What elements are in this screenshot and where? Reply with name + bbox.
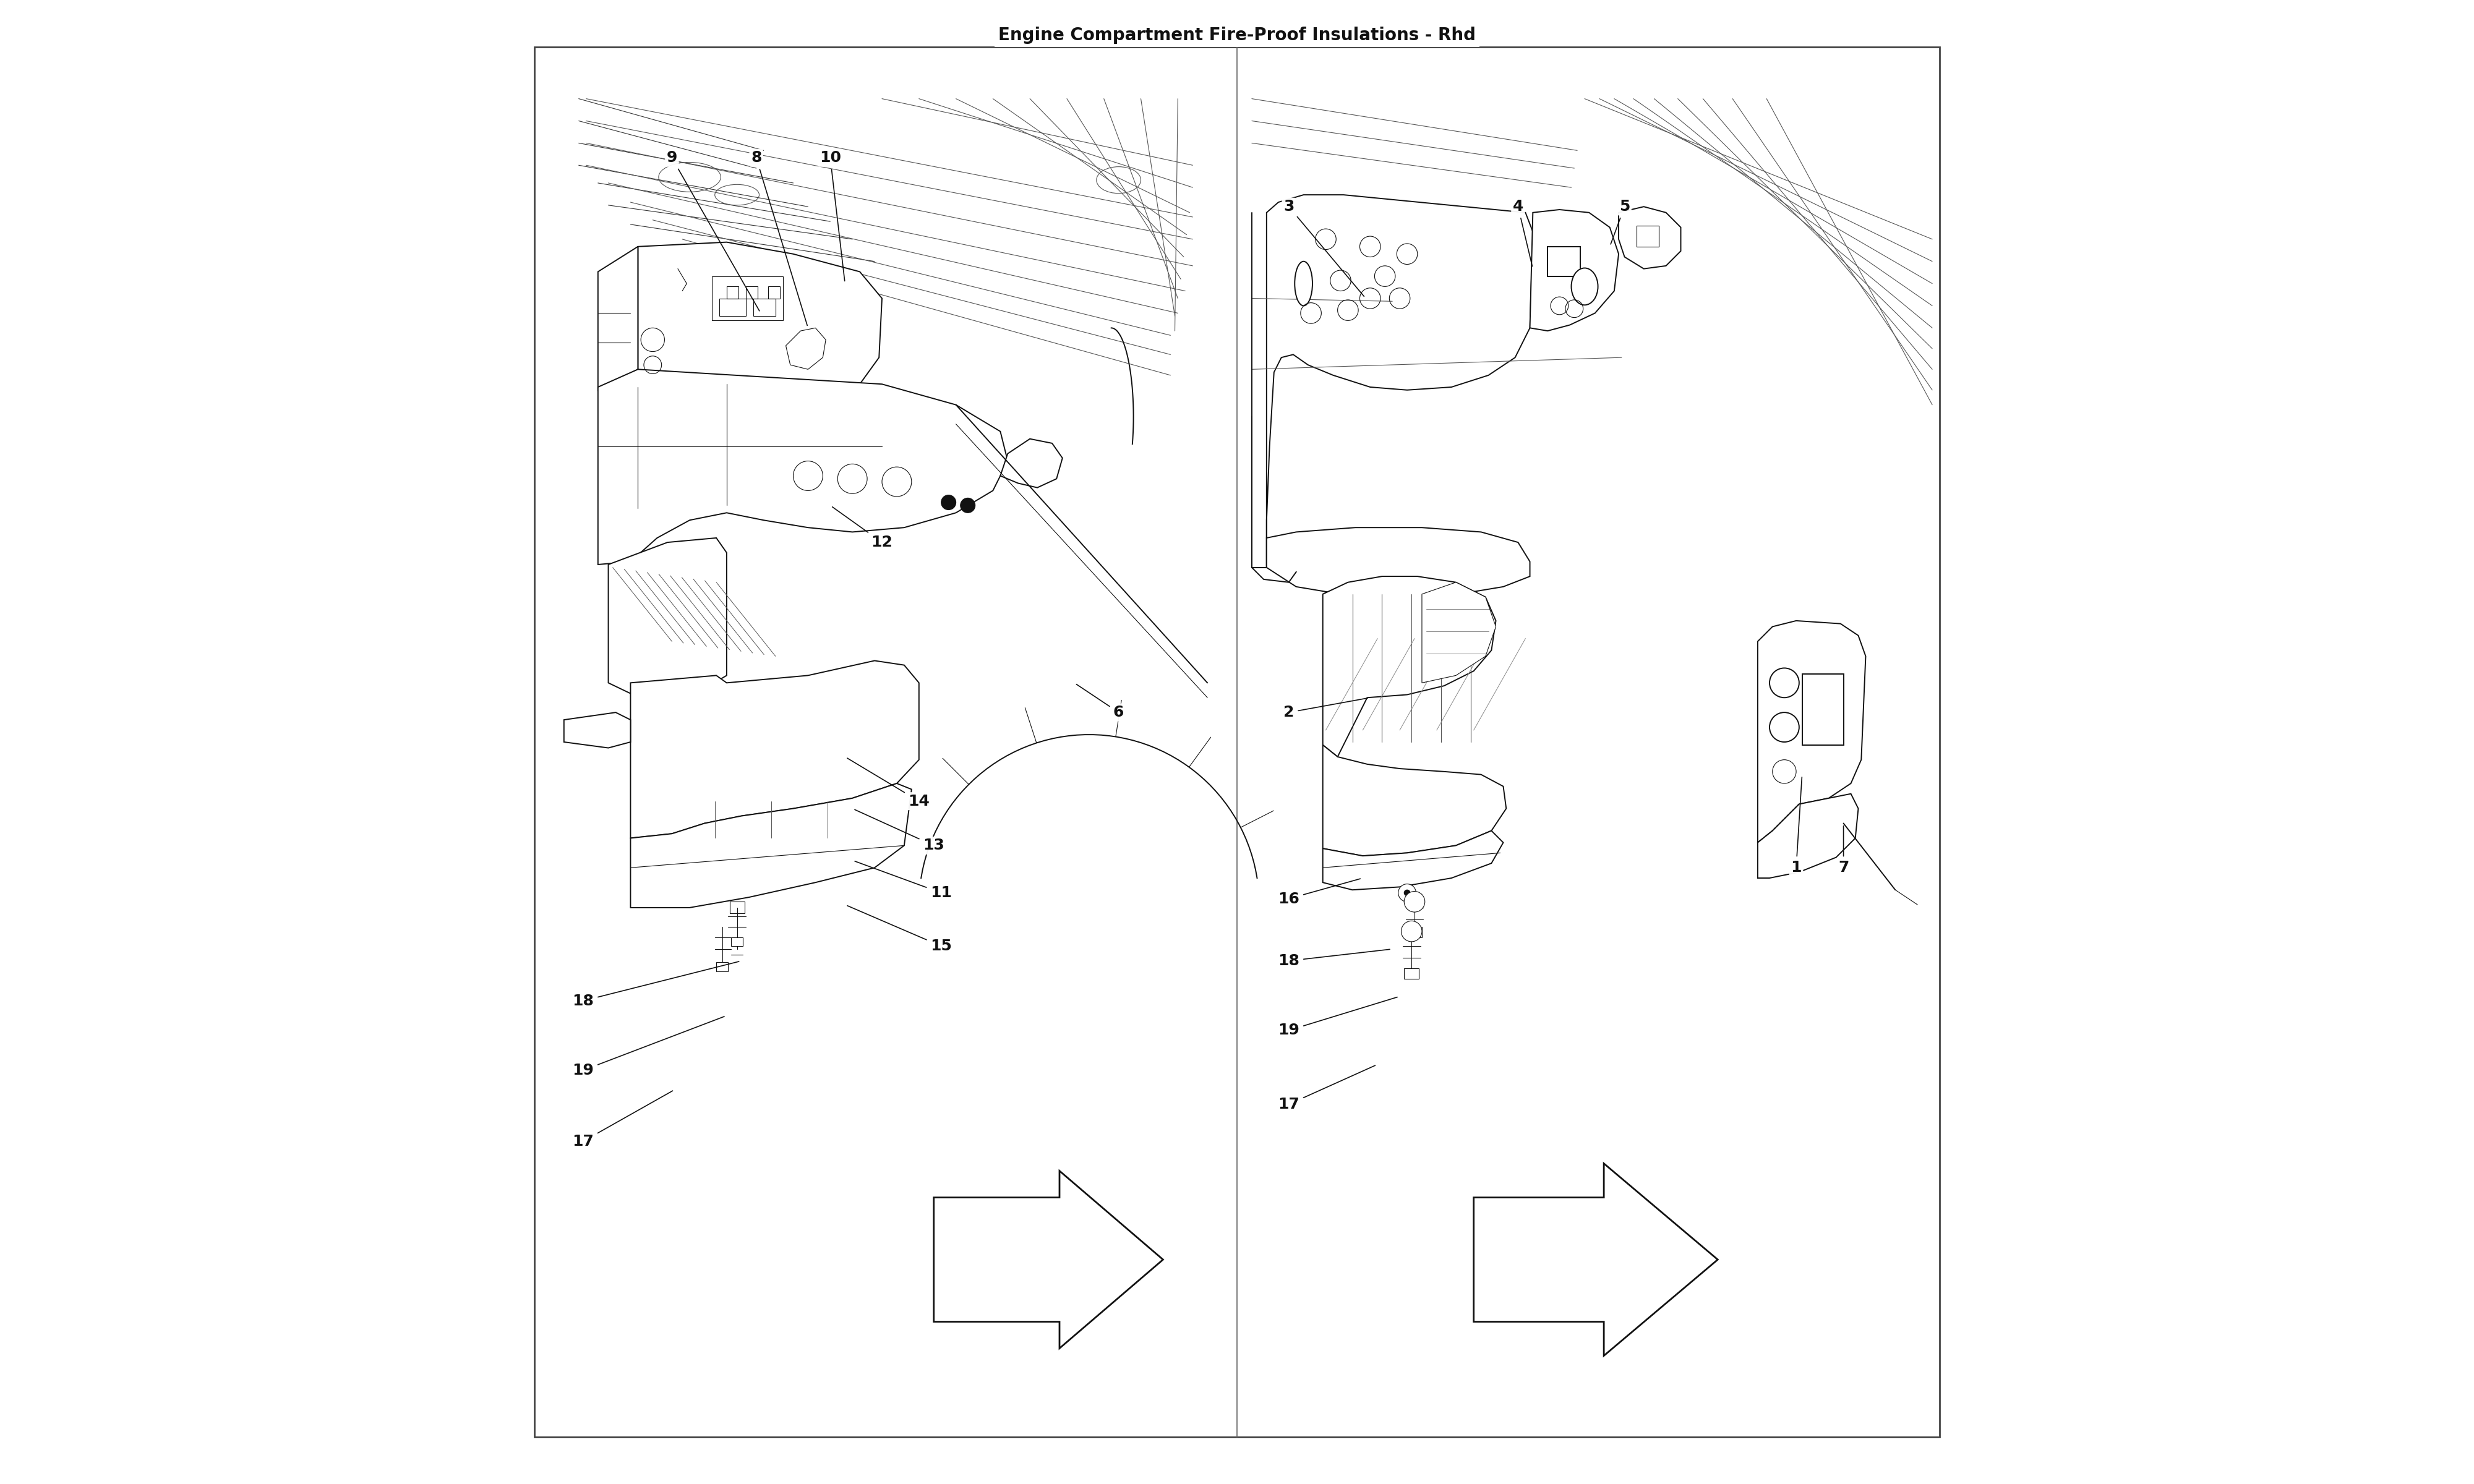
Text: 16: 16 <box>1279 879 1361 907</box>
Text: 18: 18 <box>571 962 740 1008</box>
Bar <box>1405 968 1420 978</box>
Bar <box>745 286 757 298</box>
Polygon shape <box>599 246 638 390</box>
Polygon shape <box>1757 794 1858 879</box>
Text: 10: 10 <box>819 150 844 280</box>
Text: 2: 2 <box>1284 697 1368 720</box>
Text: 19: 19 <box>571 1017 725 1077</box>
Polygon shape <box>787 328 826 370</box>
Polygon shape <box>564 712 631 748</box>
Circle shape <box>1400 922 1423 942</box>
Ellipse shape <box>1294 261 1311 306</box>
Text: 11: 11 <box>856 861 952 901</box>
Text: 17: 17 <box>571 1091 673 1149</box>
Circle shape <box>1769 668 1799 697</box>
Polygon shape <box>638 242 881 395</box>
Text: 17: 17 <box>1279 1066 1376 1112</box>
Circle shape <box>960 499 975 513</box>
Ellipse shape <box>1571 269 1598 306</box>
Polygon shape <box>1529 209 1618 331</box>
Circle shape <box>1398 884 1415 902</box>
Polygon shape <box>1267 528 1529 597</box>
Polygon shape <box>933 1171 1163 1349</box>
Polygon shape <box>1324 576 1497 757</box>
Bar <box>1549 246 1581 276</box>
Polygon shape <box>631 660 918 838</box>
Text: Engine Compartment Fire-Proof Insulations - Rhd: Engine Compartment Fire-Proof Insulation… <box>997 27 1475 43</box>
Polygon shape <box>1423 582 1497 683</box>
Text: 5: 5 <box>1611 199 1630 245</box>
Text: 3: 3 <box>1284 199 1363 297</box>
Text: 12: 12 <box>831 508 893 549</box>
Polygon shape <box>1267 194 1534 567</box>
Circle shape <box>1405 892 1425 913</box>
Polygon shape <box>599 370 1007 564</box>
Text: 8: 8 <box>752 150 807 325</box>
Bar <box>1408 927 1423 938</box>
Text: 18: 18 <box>1279 950 1390 968</box>
Polygon shape <box>999 439 1061 488</box>
Bar <box>767 286 779 298</box>
Text: 15: 15 <box>849 905 952 954</box>
Bar <box>1635 226 1658 246</box>
Bar <box>717 962 727 971</box>
Text: 19: 19 <box>1279 997 1398 1037</box>
Circle shape <box>1769 712 1799 742</box>
Polygon shape <box>1475 1163 1717 1356</box>
Circle shape <box>1771 760 1796 784</box>
Text: 9: 9 <box>666 150 760 312</box>
Text: 7: 7 <box>1838 827 1848 876</box>
Polygon shape <box>609 537 727 700</box>
Text: 14: 14 <box>846 758 930 809</box>
Bar <box>720 298 745 316</box>
Bar <box>752 298 774 316</box>
Text: 1: 1 <box>1791 778 1801 876</box>
Text: 6: 6 <box>1076 684 1123 720</box>
Polygon shape <box>1757 620 1865 843</box>
Bar <box>713 276 782 321</box>
Circle shape <box>940 496 955 510</box>
Polygon shape <box>1324 831 1504 890</box>
Bar <box>732 938 742 947</box>
Bar <box>727 286 740 298</box>
Polygon shape <box>1618 206 1680 269</box>
Polygon shape <box>1324 745 1507 856</box>
Text: 4: 4 <box>1512 199 1531 266</box>
Circle shape <box>1405 890 1410 896</box>
Polygon shape <box>631 784 910 908</box>
Text: 13: 13 <box>854 810 945 853</box>
Bar <box>1801 674 1843 745</box>
Bar <box>730 902 745 914</box>
